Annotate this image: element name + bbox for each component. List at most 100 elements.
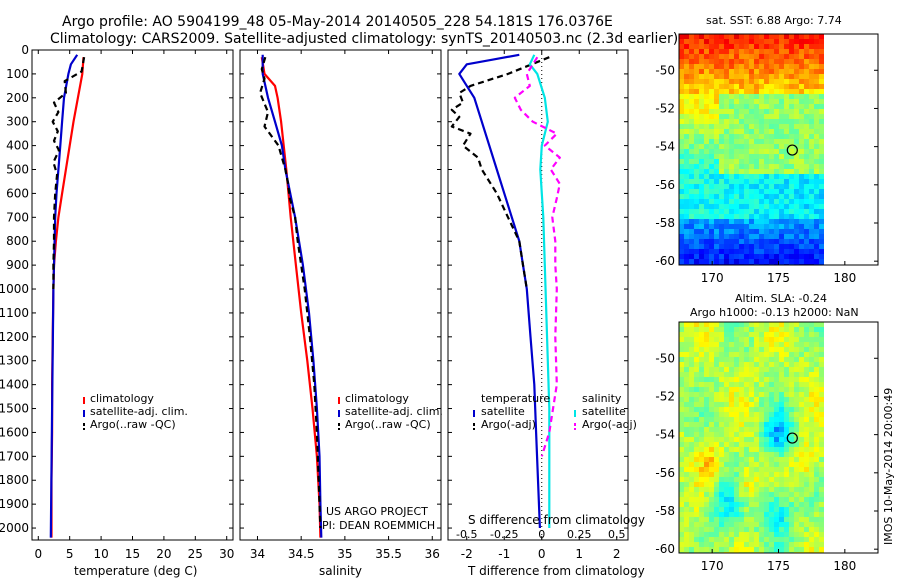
heatmap-cell xyxy=(699,342,704,347)
heatmap-cell xyxy=(779,487,784,492)
heatmap-cell xyxy=(719,477,724,482)
heatmap-cell xyxy=(694,109,699,114)
heatmap-cell xyxy=(784,84,789,89)
heatmap-cell xyxy=(739,134,744,139)
heatmap-cell xyxy=(739,154,744,159)
heatmap-cell xyxy=(689,517,694,522)
heatmap-cell xyxy=(744,94,749,99)
heatmap-cell xyxy=(794,452,799,457)
heatmap-cell xyxy=(814,492,819,497)
heatmap-cell xyxy=(714,159,719,164)
heatmap-cell xyxy=(789,397,794,402)
heatmap-cell xyxy=(769,104,774,109)
heatmap-cell xyxy=(719,34,724,39)
heatmap-cell xyxy=(804,497,809,502)
heatmap-cell xyxy=(689,54,694,59)
map-y-tick-label: -50 xyxy=(655,351,675,365)
heatmap-cell xyxy=(779,74,784,79)
heatmap-cell xyxy=(779,517,784,522)
heatmap-cell xyxy=(704,367,709,372)
heatmap-cell xyxy=(699,327,704,332)
heatmap-cell xyxy=(689,34,694,39)
heatmap-cell xyxy=(769,174,774,179)
heatmap-cell xyxy=(769,39,774,44)
heatmap-cell xyxy=(774,367,779,372)
heatmap-cell xyxy=(754,507,759,512)
x-tick-label: 2 xyxy=(613,547,621,561)
heatmap-cell xyxy=(809,89,814,94)
heatmap-cell xyxy=(739,522,744,527)
heatmap-cell xyxy=(759,397,764,402)
heatmap-cell xyxy=(754,259,759,264)
heatmap-cell xyxy=(759,124,764,129)
heatmap-cell xyxy=(729,79,734,84)
heatmap-cell xyxy=(794,332,799,337)
heatmap-cell xyxy=(704,49,709,54)
heatmap-cell xyxy=(724,332,729,337)
heatmap-cell xyxy=(809,244,814,249)
heatmap-cell xyxy=(724,114,729,119)
heatmap-cell xyxy=(804,517,809,522)
series-layer xyxy=(49,53,561,538)
heatmap-cell xyxy=(679,194,684,199)
heatmap-cell xyxy=(729,542,734,547)
depth-tick-label: 800 xyxy=(6,234,29,248)
heatmap-cell xyxy=(819,129,824,134)
heatmap-cell xyxy=(754,382,759,387)
heatmap-cell xyxy=(754,229,759,234)
heatmap-cell xyxy=(729,437,734,442)
heatmap-cell xyxy=(779,407,784,412)
heatmap-cell xyxy=(694,194,699,199)
heatmap-cell xyxy=(764,442,769,447)
heatmap-cell xyxy=(784,337,789,342)
heatmap-cell xyxy=(744,377,749,382)
heatmap-cell xyxy=(794,347,799,352)
heatmap-cell xyxy=(739,204,744,209)
heatmap-cell xyxy=(764,417,769,422)
heatmap-cell xyxy=(714,69,719,74)
heatmap-cell xyxy=(744,229,749,234)
heatmap-cell xyxy=(679,159,684,164)
heatmap-cell xyxy=(679,472,684,477)
heatmap-cell xyxy=(709,234,714,239)
heatmap-cell xyxy=(724,54,729,59)
heatmap-cell xyxy=(729,482,734,487)
heatmap-cell xyxy=(759,239,764,244)
heatmap-cell xyxy=(814,109,819,114)
heatmap-cell xyxy=(754,387,759,392)
heatmap-cell xyxy=(694,69,699,74)
heatmap-cell xyxy=(699,149,704,154)
heatmap-cell xyxy=(679,139,684,144)
heatmap-cell xyxy=(789,402,794,407)
heatmap-cell xyxy=(714,407,719,412)
heatmap-cell xyxy=(784,372,789,377)
heatmap-cell xyxy=(689,49,694,54)
heatmap-cell xyxy=(719,134,724,139)
heatmap-cell xyxy=(729,99,734,104)
heatmap-cell xyxy=(809,537,814,542)
heatmap-cell xyxy=(734,342,739,347)
x2-tick-label: 0.25 xyxy=(567,528,592,541)
legend-label-satellite: satellite-adj. clim. xyxy=(90,405,188,418)
heatmap-cell xyxy=(709,259,714,264)
heatmap-cell xyxy=(784,94,789,99)
heatmap-cell xyxy=(684,39,689,44)
heatmap-cell xyxy=(799,189,804,194)
heatmap-cell xyxy=(719,462,724,467)
heatmap-cell xyxy=(764,204,769,209)
heatmap-cell xyxy=(749,209,754,214)
heatmap-cell xyxy=(679,184,684,189)
heatmap-cell xyxy=(704,452,709,457)
heatmap-cell xyxy=(679,199,684,204)
legend-label-s-satellite: satellite xyxy=(582,405,626,418)
heatmap-cell xyxy=(749,442,754,447)
heatmap-cell xyxy=(704,194,709,199)
heatmap-cell xyxy=(759,527,764,532)
heatmap-cell xyxy=(689,532,694,537)
heatmap-cell xyxy=(739,547,744,552)
heatmap-cell xyxy=(739,397,744,402)
heatmap-cell xyxy=(739,254,744,259)
heatmap-cell xyxy=(754,69,759,74)
heatmap-cell xyxy=(789,532,794,537)
heatmap-cell xyxy=(759,199,764,204)
